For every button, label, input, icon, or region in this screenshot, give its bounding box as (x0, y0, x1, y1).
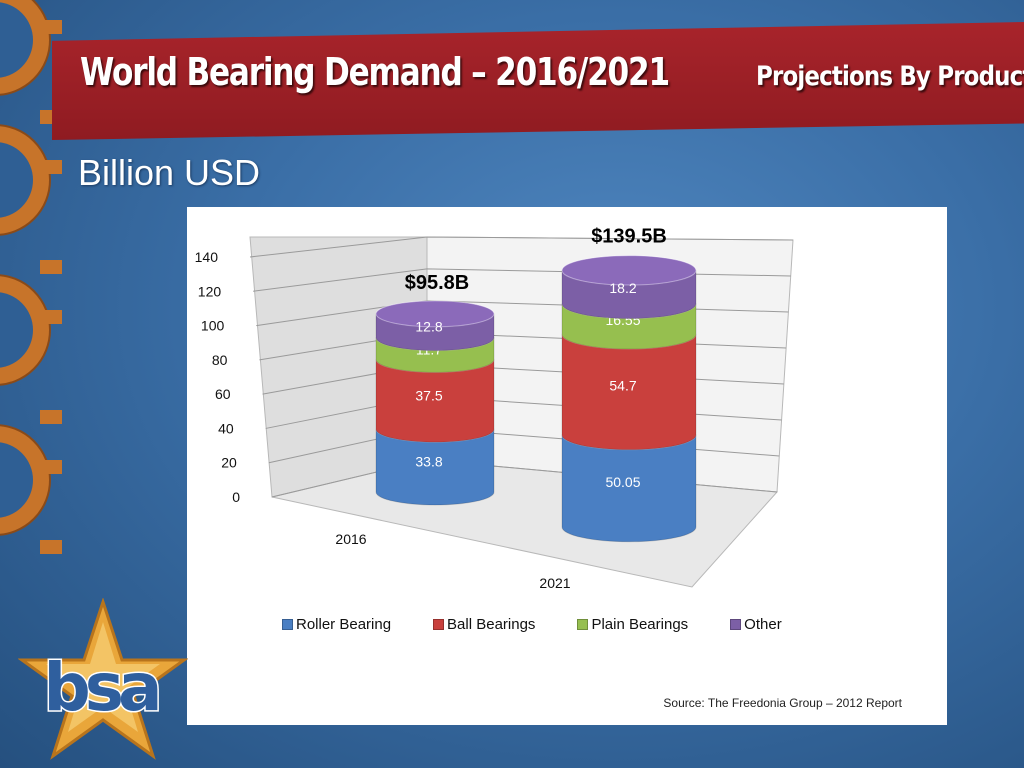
gridline (249, 236, 794, 258)
bar-segment-body (561, 333, 697, 451)
bar-segment-cap (561, 255, 697, 286)
chart-legend: Roller Bearing Ball Bearings Plain Beari… (282, 616, 824, 633)
legend-item-plain: Plain Bearings (577, 616, 688, 633)
legend-swatch-roller (282, 619, 293, 630)
legend-item-roller: Roller Bearing (282, 616, 391, 633)
y-tick-label: 60 (215, 386, 231, 402)
legend-label: Other (744, 616, 782, 633)
legend-item-other: Other (730, 616, 782, 633)
y-tick-label: 20 (221, 455, 237, 471)
legend-label: Plain Bearings (591, 616, 689, 633)
legend-swatch-plain (577, 619, 589, 630)
x-category-label: 2016 (335, 531, 366, 547)
data-label: 33.8 (415, 454, 442, 470)
legend-swatch-ball (433, 619, 445, 630)
y-tick-label: 0 (232, 489, 240, 505)
bsa-logo: bsa (18, 598, 188, 760)
bar-segment-body (375, 428, 495, 506)
bar-segment-body (561, 434, 697, 543)
legend-item-ball: Ball Bearings (433, 616, 535, 633)
data-label: 18.2 (609, 280, 636, 296)
title-suffix: Projections By Product (755, 61, 1024, 92)
data-label: 50.05 (605, 474, 640, 490)
title-banner (52, 22, 1024, 140)
legend-label: Ball Bearings (447, 616, 536, 633)
gear-decoration (0, 0, 62, 554)
bar-segment: 12.8 (375, 300, 495, 352)
total-label: $139.5B (591, 225, 667, 247)
legend-swatch-other (730, 619, 742, 630)
y-tick-label: 100 (201, 318, 225, 334)
logo-text: bsa (43, 649, 158, 726)
y-tick-label: 40 (218, 420, 234, 436)
total-label: $95.8B (405, 272, 470, 294)
y-tick-label: 120 (198, 283, 222, 299)
units-label: Billion USD (78, 152, 261, 193)
source-note: Source: The Freedonia Group – 2012 Repor… (663, 696, 902, 710)
bar-segment: 18.2 (561, 255, 697, 320)
bar-segment-body (375, 358, 495, 443)
y-tick-label: 140 (195, 249, 219, 265)
data-label: 54.7 (609, 378, 636, 394)
legend-label: Roller Bearing (296, 616, 392, 633)
bar-segment-cap (375, 300, 495, 328)
slide-title: World Bearing Demand – 2016/2021 Project… (80, 50, 1024, 94)
x-category-label: 2021 (539, 575, 570, 591)
y-tick-label: 80 (212, 352, 228, 368)
data-label: 37.5 (415, 387, 442, 403)
title-main: World Bearing Demand – 2016/2021 (80, 50, 670, 94)
data-label: 12.8 (415, 319, 442, 335)
